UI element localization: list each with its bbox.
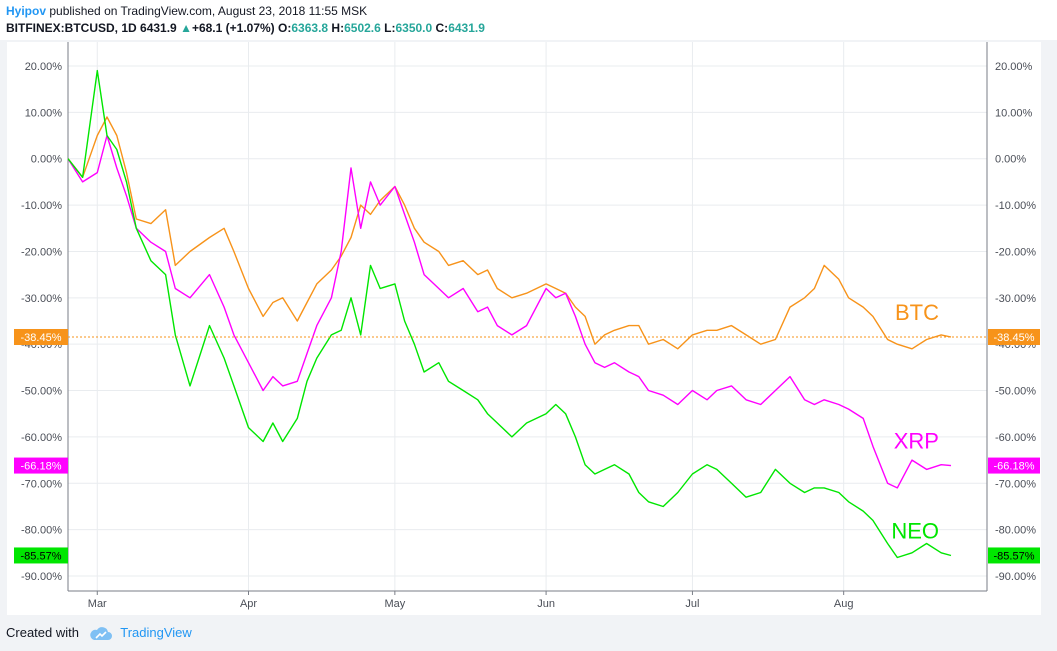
y-tick-label-left: -60.00% [21,432,62,444]
comparison-chart[interactable]: 20.00% 20.00% 10.00% 10.00% 0.00% 0.00% -10.00… [7,42,1041,615]
series-name-label-neo: NEO [891,518,939,543]
symbol-label: BITFINEX:BTCUSD, 1D [6,21,137,35]
y-tick-label-left: 10.00% [25,107,63,119]
arrow-up-icon: ▲ [180,21,192,35]
series-name-label-xrp: XRP [894,429,939,454]
open-value: 6363.8 [291,21,329,35]
last-value-label-right: -85.57% [994,550,1035,562]
y-tick-label-right: -90.00% [995,571,1036,583]
y-tick-label-left: -30.00% [21,293,62,305]
y-tick-label-right: -50.00% [995,386,1036,398]
last-price: 6431.9 [140,21,177,35]
close-label: C: [435,21,449,35]
series-line-btc[interactable] [67,116,952,350]
x-tick-label: Mar [88,598,107,610]
y-tick-label-left: -90.00% [21,571,62,583]
last-value-label-left: -85.57% [21,550,62,562]
y-tick-label-right: -70.00% [995,478,1036,490]
chart-area[interactable]: 20.00% 20.00% 10.00% 10.00% 0.00% 0.00% -10.00… [7,42,1041,615]
y-tick-label-right: -80.00% [995,525,1036,537]
created-with-label: Created with [6,625,79,640]
series-line-xrp[interactable] [67,134,952,489]
series-line-neo[interactable] [67,69,952,559]
y-tick-label-right: 10.00% [995,107,1033,119]
last-value-label-left: -66.18% [21,461,62,473]
y-tick-label-right: -10.00% [995,200,1036,212]
x-tick-label: Aug [834,598,854,610]
last-value-label-left: -38.45% [21,332,62,344]
high-value: 6502.6 [344,21,381,35]
x-tick-label: Jun [537,598,555,610]
open-label: O: [278,21,292,35]
author-link[interactable]: Hyipov [6,4,47,18]
y-tick-label-left: -70.00% [21,478,62,490]
y-tick-label-left: -10.00% [21,200,62,212]
tradingview-link[interactable]: TradingView [120,625,192,640]
last-value-label-right: -66.18% [994,461,1035,473]
last-value-badge-left [14,547,68,564]
last-value-badge-right [988,547,1040,564]
y-tick-label-left: 20.00% [25,61,63,73]
last-value-badge-right [988,328,1040,345]
footer: Created with TradingView [6,625,192,641]
low-label: L: [384,21,396,35]
y-tick-label-left: -50.00% [21,386,62,398]
y-tick-label-right: -30.00% [995,293,1036,305]
publish-line: Hyipov published on TradingView.com, Aug… [6,4,367,18]
y-tick-label-right: -20.00% [995,246,1036,258]
last-value-badge-left [14,328,68,345]
x-tick-label: Apr [240,598,257,610]
x-tick-label: May [384,598,405,610]
last-value-label-right: -38.45% [994,332,1035,344]
high-label: H: [331,21,345,35]
symbol-line: BITFINEX:BTCUSD, 1D 6431.9 ▲+68.1 (+1.07… [6,21,485,35]
low-value: 6350.0 [395,21,433,35]
last-value-badge-left [14,457,68,474]
series-name-label-btc: BTC [895,300,939,325]
plot-background [68,42,987,591]
y-tick-label-left: -80.00% [21,525,62,537]
close-value: 6431.9 [448,21,485,35]
x-tick-label: Jul [685,598,699,610]
tradingview-cloud-icon [89,626,112,640]
y-tick-label-right: -60.00% [995,432,1036,444]
y-tick-label-right: 0.00% [995,154,1026,166]
last-value-badge-right [988,457,1040,474]
y-tick-label-left: -20.00% [21,246,62,258]
price-change: +68.1 (+1.07%) [191,21,275,35]
y-tick-label-right: 20.00% [995,61,1033,73]
publish-info: published on TradingView.com, August 23,… [49,4,368,18]
y-tick-label-left: 0.00% [31,154,62,166]
chart-header: Hyipov published on TradingView.com, Aug… [0,0,1057,40]
